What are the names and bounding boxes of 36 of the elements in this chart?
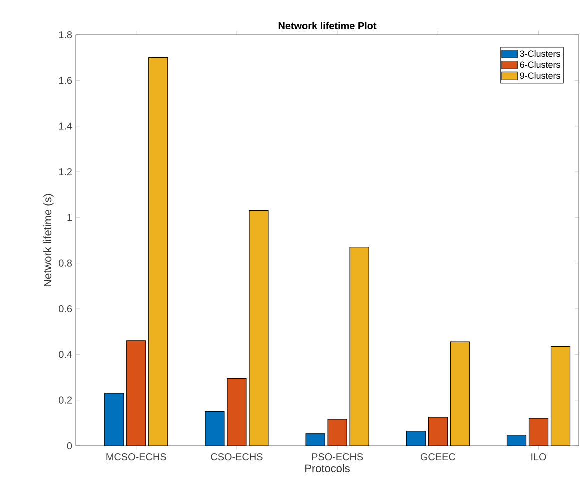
- bar: [506, 434, 527, 446]
- bar: [450, 342, 470, 446]
- bar: [104, 393, 124, 446]
- y-tick-label: 1.2: [59, 168, 72, 176]
- y-tick-label: 1.8: [59, 31, 72, 39]
- bar: [306, 434, 326, 446]
- bar: [227, 378, 247, 446]
- y-tick-label: 0.8: [59, 260, 72, 267]
- bar: [528, 418, 549, 446]
- y-tick-label: 1.6: [59, 77, 72, 84]
- y-tick-label: 0.4: [59, 351, 72, 358]
- x-axis-title: Protocols: [306, 464, 350, 472]
- bar: [328, 419, 348, 446]
- legend-label: 3-Clusters: [520, 50, 560, 58]
- bar: [126, 340, 146, 446]
- bar: [550, 346, 571, 446]
- x-tick-label: ILO: [532, 454, 546, 461]
- y-tick-label: 0: [67, 442, 72, 450]
- bar: [350, 247, 370, 446]
- bar: [148, 58, 168, 446]
- bar: [249, 210, 269, 446]
- x-tick-label: PSO-ECHS: [312, 454, 364, 461]
- y-tick-label: 0.2: [59, 396, 72, 404]
- y-axis-title: Network lifetime (s): [44, 194, 54, 286]
- y-tick-label: 1: [68, 214, 72, 222]
- legend-label: 9-Clusters: [520, 72, 560, 80]
- y-tick-label: 0.6: [59, 305, 72, 313]
- x-tick-label: GCEEC: [420, 454, 456, 461]
- x-tick-label: CSO-ECHS: [211, 454, 263, 461]
- legend-label: 6-Clusters: [520, 61, 560, 68]
- y-tick-label: 1.4: [59, 122, 72, 130]
- x-tick-label: MCSO-ECHS: [106, 454, 166, 461]
- bar: [428, 417, 448, 446]
- bar: [406, 431, 426, 446]
- chart-title: Network lifetime Plot: [278, 22, 377, 30]
- bar: [205, 411, 225, 446]
